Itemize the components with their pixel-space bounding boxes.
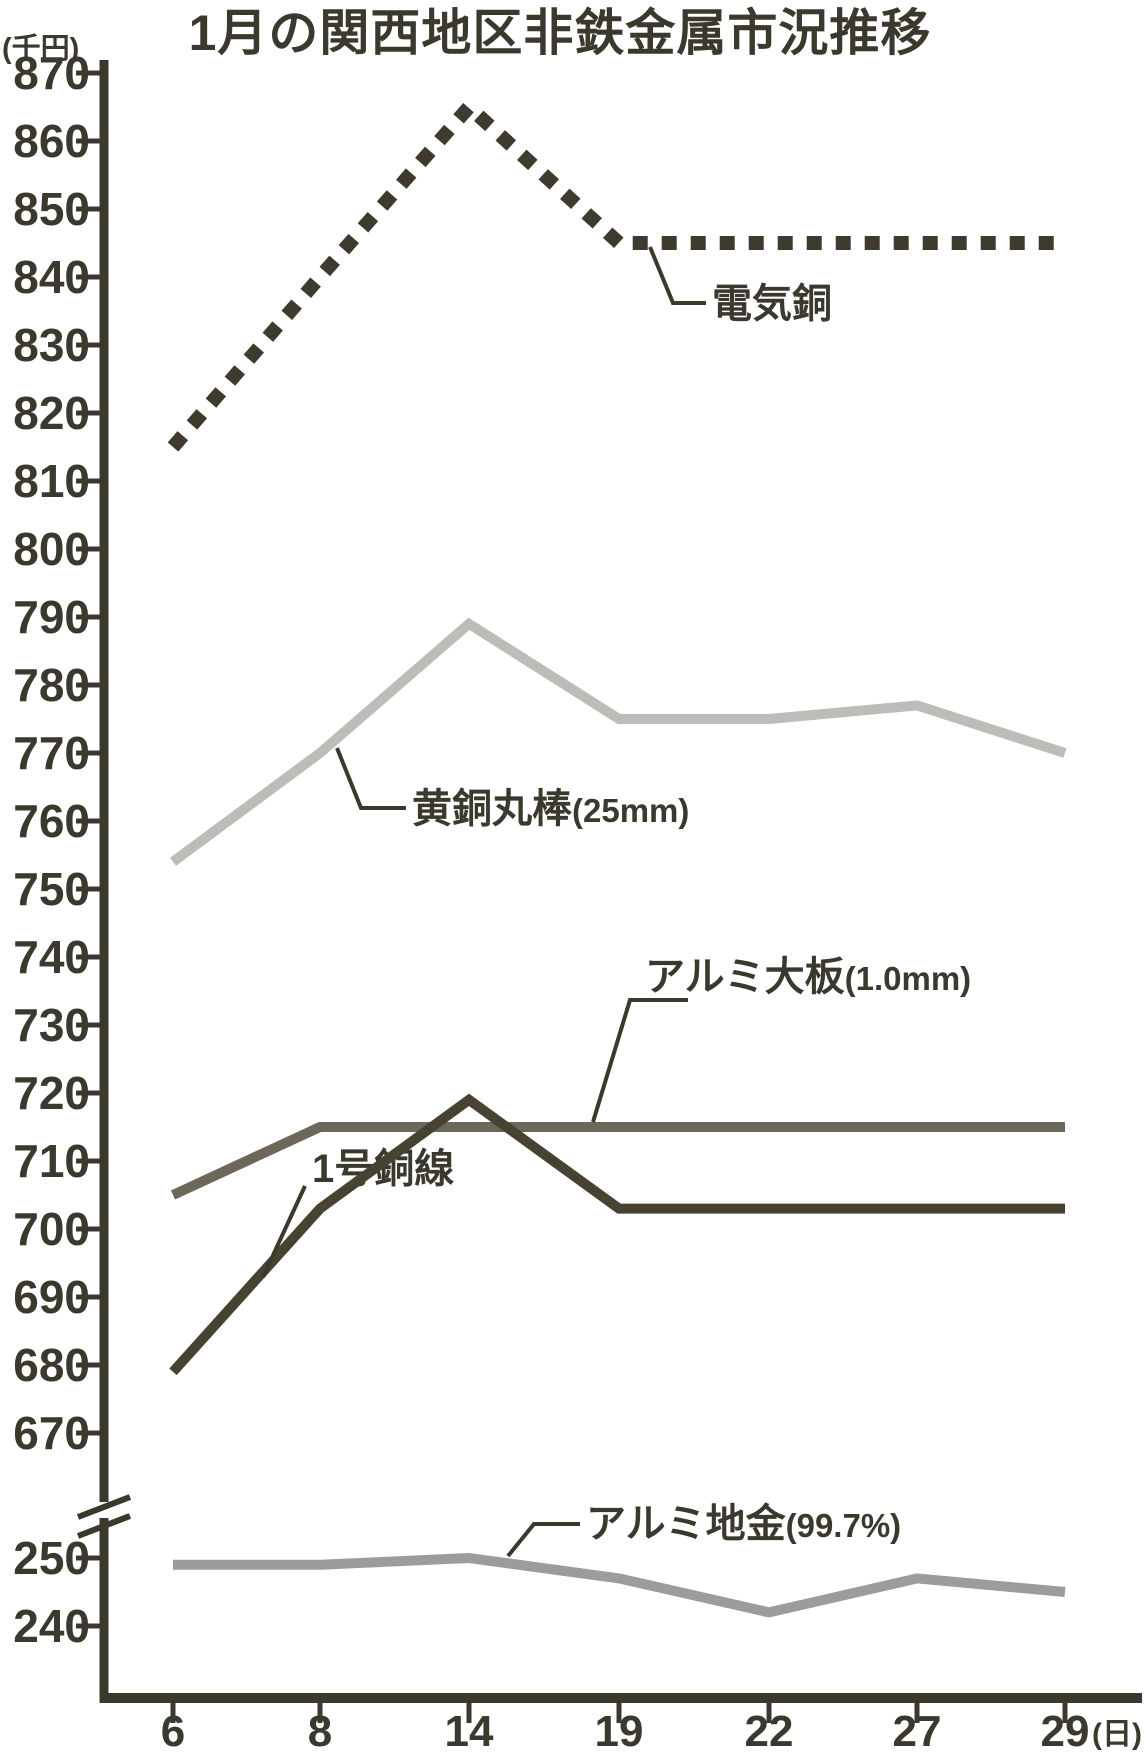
y-tick-label: 830 [13, 319, 90, 371]
axis-break-mark [76, 1494, 132, 1520]
y-tick-label: 700 [13, 1203, 90, 1255]
y-tick-label: 710 [13, 1135, 90, 1187]
y-tick-label: 800 [13, 523, 90, 575]
series-line-brass-round-bar [170, 617, 1067, 866]
x-tick-label: 29 [1041, 1707, 1090, 1752]
chart-title: 1月の関西地区非鉄金属市況推移 [189, 5, 932, 61]
series-line-aluminum-ingot [173, 1552, 1066, 1618]
y-tick-label: 850 [13, 183, 90, 235]
y-tick-label: 690 [13, 1271, 90, 1323]
series-label-brass-round-bar: 黄銅丸棒(25mm) [412, 787, 689, 831]
leader-line-electrolytic-copper [648, 246, 706, 305]
series-label-aluminum-plate: アルミ大板(1.0mm) [645, 955, 971, 999]
y-tick-label: 750 [13, 863, 90, 915]
y-tick-label: 870 [13, 47, 90, 99]
y-tick-label: 840 [13, 251, 90, 303]
series-line-electrolytic-copper [167, 97, 1065, 452]
series-label-text: 電気銅 [712, 282, 832, 326]
x-tick-label: 8 [308, 1707, 332, 1752]
y-tick-label: 240 [13, 1600, 90, 1652]
y-tick-label: 250 [13, 1532, 90, 1584]
series-label-qualifier: (99.7%) [786, 1507, 902, 1544]
series-label-qualifier: (25mm) [572, 792, 689, 829]
series-label-text: 1号銅線 [312, 1147, 454, 1191]
leader-line-brass-round-bar [335, 747, 406, 810]
x-tick-label: 19 [595, 1707, 644, 1752]
series-line-no1-copper-wire [169, 1093, 1065, 1376]
x-tick-label: 22 [745, 1707, 794, 1752]
series-label-aluminum-ingot: アルミ地金(99.7%) [586, 1501, 901, 1546]
x-axis-ticks: 6 8 14 19 22 27 29 (日) [161, 1703, 1142, 1752]
leader-line-aluminum-ingot [506, 1522, 580, 1558]
leader-line-aluminum-plate [591, 998, 688, 1123]
x-tick-label: 27 [893, 1707, 942, 1752]
y-tick-label: 770 [13, 727, 90, 779]
y-tick-label: 730 [13, 999, 90, 1051]
x-tick-label: 14 [445, 1707, 494, 1752]
series-label-electrolytic-copper: 電気銅 [712, 282, 832, 326]
y-tick-label: 740 [13, 931, 90, 983]
y-tick-label: 670 [13, 1407, 90, 1459]
label-leaders [261, 246, 706, 1558]
y-tick-label: 790 [13, 591, 90, 643]
y-axis-ticks: 870 860 850 840 830 820 810 800 790 780 770 760 750 7… [13, 47, 101, 1652]
series-label-text: 黄銅丸棒 [412, 787, 573, 831]
series-line-aluminum-plate [170, 1122, 1065, 1200]
y-tick-label: 810 [13, 455, 90, 507]
series-label-qualifier: (1.0mm) [845, 960, 972, 997]
y-axis-unit-label: (千円) [2, 32, 79, 65]
y-tick-label: 820 [13, 387, 90, 439]
x-axis-unit-suffix: (日) [1092, 1718, 1142, 1751]
axes [76, 60, 1142, 1703]
series-label-text: アルミ地金 [586, 1501, 787, 1546]
y-tick-label: 680 [13, 1339, 90, 1391]
y-tick-label: 780 [13, 659, 90, 711]
y-tick-label: 760 [13, 795, 90, 847]
series-label-no1-copper-wire: 1号銅線 [312, 1147, 454, 1191]
axis-break-mark [76, 1513, 132, 1539]
series-label-text: アルミ大板 [645, 955, 845, 999]
x-tick-label: 6 [161, 1707, 185, 1752]
series-lines [167, 97, 1067, 1618]
y-tick-label: 860 [13, 115, 90, 167]
leader-line-no1-copper-wire [261, 1185, 307, 1278]
y-tick-label: 720 [13, 1067, 90, 1119]
